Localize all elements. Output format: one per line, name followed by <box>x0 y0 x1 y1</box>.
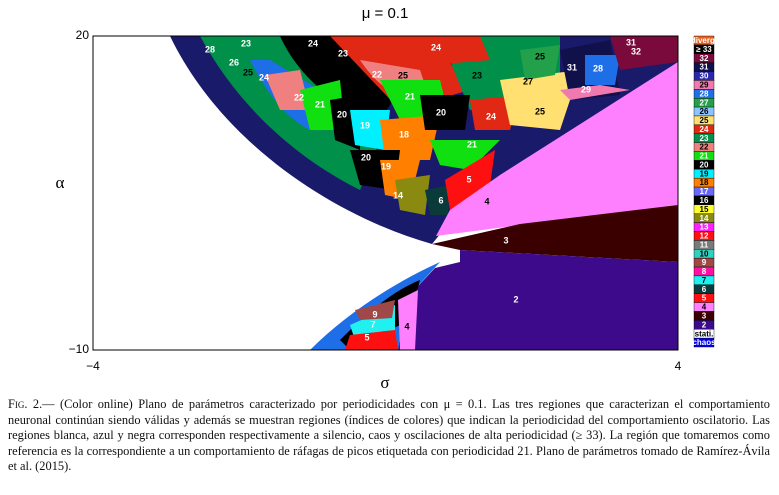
region-label: 32 <box>631 46 641 56</box>
region-label: 29 <box>581 84 591 94</box>
region-label: 24 <box>431 42 441 52</box>
legend-label: 9 <box>702 258 707 267</box>
region-label: 18 <box>399 129 409 139</box>
legend-label: 25 <box>700 116 709 125</box>
plot-frame <box>92 35 679 351</box>
region-label: 26 <box>229 57 239 67</box>
legend-label: 8 <box>702 267 707 276</box>
figure: μ = 0.1 σ α <box>55 4 717 392</box>
region-label: 7 <box>370 319 375 329</box>
legend-label: 26 <box>700 107 709 116</box>
legend-label: 14 <box>700 214 709 223</box>
region-label: 25 <box>535 106 545 116</box>
legend-label: 20 <box>700 160 709 169</box>
chart-title: μ = 0.1 <box>362 5 409 22</box>
x-tick-label: 4 <box>675 359 682 373</box>
region-label: 31 <box>567 62 577 72</box>
y-tick-label: −10 <box>69 342 90 356</box>
region-label: 23 <box>241 38 251 48</box>
legend-label: 13 <box>700 223 709 232</box>
region-label: 19 <box>381 161 391 171</box>
region-label: 25 <box>398 70 408 80</box>
region-label: 5 <box>466 174 471 184</box>
legend-label: 27 <box>700 98 709 107</box>
region-label: 14 <box>393 190 403 200</box>
caption: Fig. 2.— (Color online) Plano de parámet… <box>8 397 770 475</box>
legend-label: 15 <box>700 205 709 214</box>
region-label: 5 <box>364 332 369 342</box>
legend-label: 17 <box>700 187 709 196</box>
legend-label: 6 <box>702 285 707 294</box>
legend-label: 22 <box>700 143 709 152</box>
region-label: 27 <box>523 76 533 86</box>
y-tick-label: 20 <box>76 28 90 42</box>
region-label: 28 <box>593 63 603 73</box>
legend-label: 31 <box>700 63 709 72</box>
region-label: 4 <box>404 321 409 331</box>
region-label: 22 <box>372 69 382 79</box>
region-label: 4 <box>484 196 489 206</box>
caption-label: Fig. 2.— <box>8 397 55 411</box>
region-label: 24 <box>259 72 269 82</box>
legend-label: 5 <box>702 294 707 303</box>
region-label: 20 <box>337 109 347 119</box>
region-label: 2 <box>513 294 518 304</box>
caption-text: (Color online) Plano de parámetros carac… <box>8 397 770 474</box>
legend-label: 3 <box>702 312 707 321</box>
region-label: 6 <box>438 195 443 205</box>
legend-label: 28 <box>700 89 709 98</box>
legend-label: 30 <box>700 72 709 81</box>
region-label: 23 <box>472 70 482 80</box>
legend-label: 21 <box>700 152 709 161</box>
region-label: 20 <box>361 152 371 162</box>
legend-label: 32 <box>700 54 709 63</box>
legend-label: 12 <box>700 232 709 241</box>
region-label: 21 <box>315 99 325 109</box>
legend-label: 7 <box>702 276 707 285</box>
legend-label: 10 <box>700 249 709 258</box>
region-label: 24 <box>308 38 318 48</box>
legend-label: 4 <box>702 303 707 312</box>
legend-label: diverg. <box>691 36 717 45</box>
legend-label: 18 <box>700 178 709 187</box>
legend-label: stati. <box>695 329 714 338</box>
legend-label: 19 <box>700 169 709 178</box>
legend-label: 24 <box>700 125 709 134</box>
y-axis-label: α <box>56 173 65 192</box>
x-axis-label: σ <box>380 373 389 392</box>
legend-label: 16 <box>700 196 709 205</box>
region-label: 21 <box>467 139 477 149</box>
legend-label: chaos <box>692 338 716 347</box>
region-label: 28 <box>205 44 215 54</box>
region-map <box>170 36 678 350</box>
legend-swatch <box>693 337 715 348</box>
region-label: 9 <box>372 309 377 319</box>
region-label: 21 <box>405 91 415 101</box>
legend-label: 29 <box>700 80 709 89</box>
x-tick-label: −4 <box>86 359 100 373</box>
region-label: 19 <box>360 120 370 130</box>
region-label: 22 <box>294 92 304 102</box>
legend-label: ≥ 33 <box>696 45 712 54</box>
region-label: 31 <box>626 37 636 47</box>
legend-label: 2 <box>702 320 707 329</box>
region-label: 23 <box>338 48 348 58</box>
region-label: 3 <box>503 235 508 245</box>
region-label: 24 <box>486 111 496 121</box>
legend-label: 11 <box>700 240 709 249</box>
region-label: 25 <box>243 67 253 77</box>
region-label: 25 <box>535 51 545 61</box>
region-label: 20 <box>436 107 446 117</box>
legend-label: 23 <box>700 134 709 143</box>
